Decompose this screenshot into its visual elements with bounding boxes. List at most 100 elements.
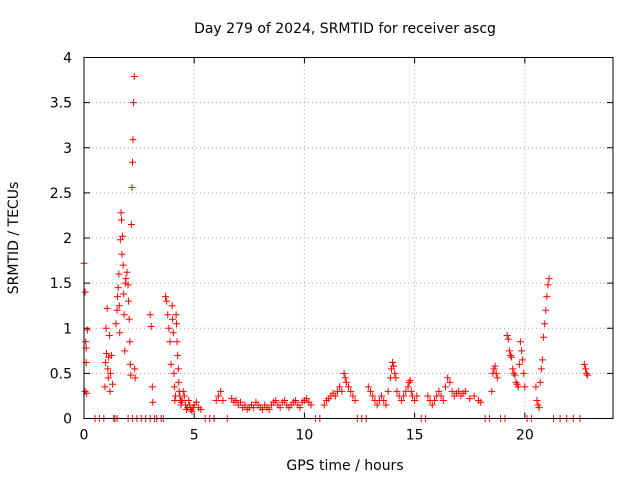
data-point xyxy=(125,297,133,305)
data-point xyxy=(520,369,528,377)
data-point xyxy=(307,401,315,409)
data-point xyxy=(236,398,244,406)
data-point xyxy=(390,362,398,370)
y-tick-label: 2.5 xyxy=(50,186,72,202)
data-point xyxy=(166,338,174,346)
data-point xyxy=(120,311,128,319)
data-point xyxy=(404,383,412,391)
data-point xyxy=(583,369,591,377)
data-point xyxy=(127,220,135,228)
data-point xyxy=(536,378,544,386)
data-point xyxy=(115,270,123,278)
data-point xyxy=(126,360,134,368)
data-point xyxy=(119,261,127,269)
y-tick-label: 0 xyxy=(63,412,72,428)
data-point xyxy=(345,383,352,391)
data-point xyxy=(516,338,524,346)
data-point xyxy=(544,281,552,289)
data-point xyxy=(393,387,401,395)
data-point xyxy=(177,398,185,406)
chart-title: Day 279 of 2024, SRMTID for receiver asc… xyxy=(194,21,496,37)
data-point xyxy=(178,396,186,404)
data-point xyxy=(400,392,408,400)
data-point xyxy=(378,392,386,400)
y-axis-label: SRMTID / TECUs xyxy=(6,182,22,295)
data-point xyxy=(435,387,443,395)
data-point xyxy=(389,359,397,367)
data-point xyxy=(174,351,182,359)
data-point xyxy=(128,158,136,166)
data-point xyxy=(537,365,545,373)
data-point xyxy=(130,99,138,107)
data-point xyxy=(508,353,516,361)
data-point xyxy=(351,396,359,404)
data-point xyxy=(292,396,300,404)
y-tick-label: 4 xyxy=(63,51,72,67)
data-point xyxy=(448,387,456,395)
data-point xyxy=(128,183,136,191)
data-point xyxy=(167,360,175,368)
data-point xyxy=(165,324,173,332)
data-point xyxy=(192,398,200,406)
data-point xyxy=(541,320,549,328)
data-point xyxy=(106,369,114,377)
data-point xyxy=(259,405,267,413)
y-tick-label: 2 xyxy=(63,231,72,247)
data-point xyxy=(217,387,225,395)
data-point xyxy=(250,404,258,412)
data-point xyxy=(341,374,349,382)
data-point xyxy=(120,290,128,298)
data-point xyxy=(512,378,520,386)
data-point xyxy=(104,374,112,382)
data-point xyxy=(514,383,522,391)
data-point xyxy=(114,284,122,292)
data-point xyxy=(272,396,280,404)
data-point xyxy=(380,396,388,404)
data-point xyxy=(122,275,130,283)
data-point xyxy=(428,401,436,409)
data-point xyxy=(281,396,289,404)
x-tick-label: 15 xyxy=(406,428,424,444)
data-point xyxy=(106,387,114,395)
grid-lines xyxy=(84,57,613,419)
data-point xyxy=(373,401,381,409)
data-point xyxy=(129,136,137,144)
data-point xyxy=(147,322,155,330)
data-point xyxy=(81,288,89,296)
data-point xyxy=(518,347,526,355)
data-point xyxy=(521,383,529,391)
data-point xyxy=(413,392,421,400)
data-point xyxy=(173,320,181,328)
data-point xyxy=(367,387,375,395)
data-point xyxy=(384,387,392,395)
data-point xyxy=(173,338,181,346)
data-point xyxy=(102,324,110,332)
data-point xyxy=(488,387,496,395)
x-tick-label: 0 xyxy=(80,428,89,444)
data-point xyxy=(185,396,193,404)
data-point xyxy=(430,396,438,404)
data-point xyxy=(214,392,222,400)
data-point xyxy=(437,392,445,400)
data-point xyxy=(130,72,138,80)
y-tick-label: 0.5 xyxy=(50,366,72,382)
data-point xyxy=(369,392,377,400)
data-point xyxy=(126,338,134,346)
data-points xyxy=(80,72,592,422)
data-point xyxy=(168,302,176,310)
data-point xyxy=(117,216,125,224)
data-point xyxy=(532,383,540,391)
data-point xyxy=(172,311,180,319)
data-point xyxy=(493,374,501,382)
data-point xyxy=(515,360,523,368)
x-tick-label: 10 xyxy=(296,428,314,444)
data-point xyxy=(455,387,463,395)
data-point xyxy=(117,209,125,217)
data-point xyxy=(303,395,311,403)
data-point xyxy=(397,396,405,404)
data-point xyxy=(511,371,519,379)
data-point xyxy=(342,378,350,386)
data-point xyxy=(382,401,390,409)
data-point xyxy=(320,401,328,409)
